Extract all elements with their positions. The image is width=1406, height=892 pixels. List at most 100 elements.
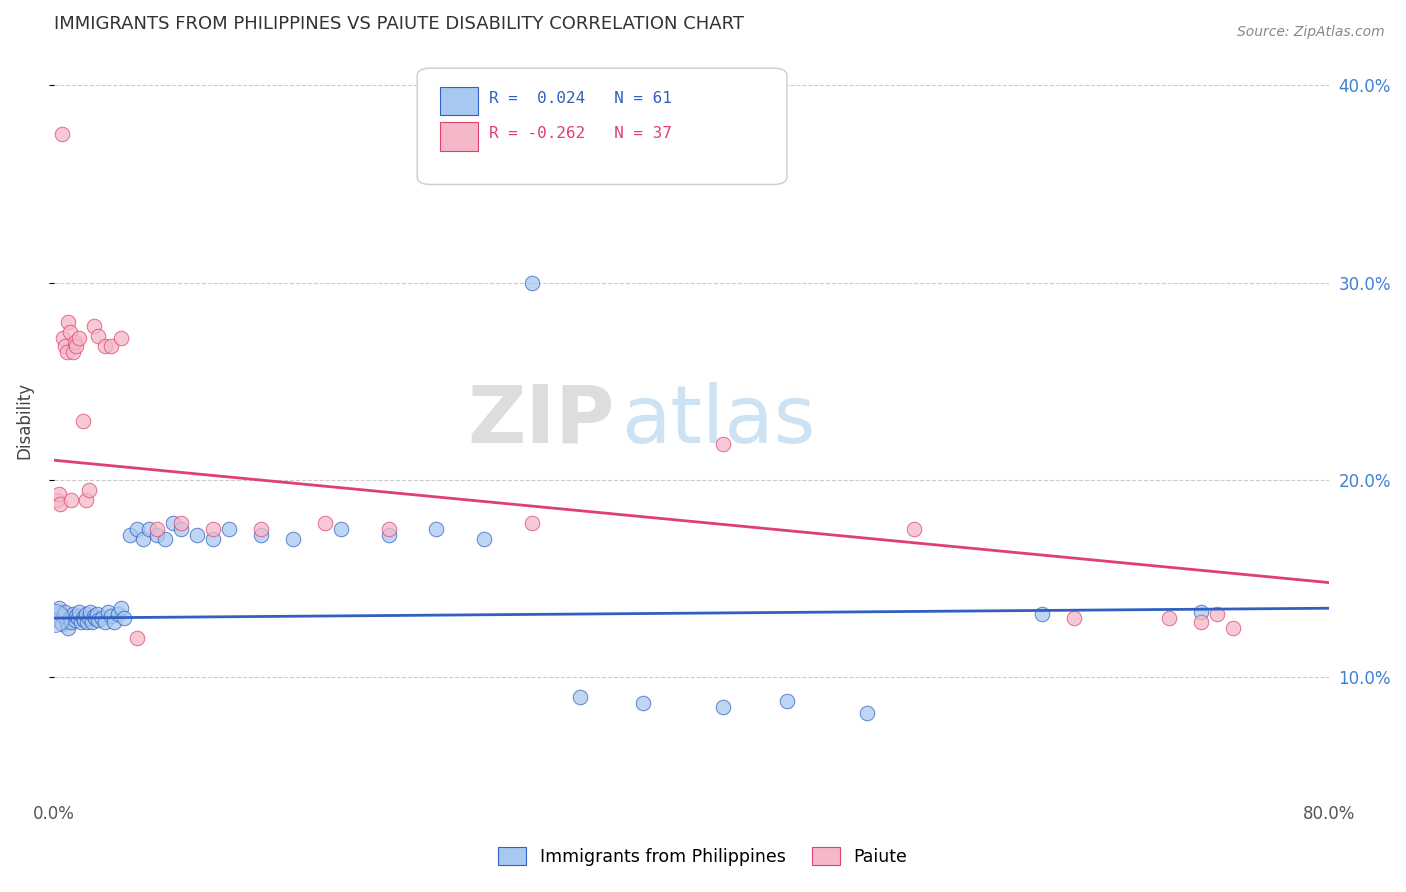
- Point: [125, 631, 148, 645]
- Text: R = -0.262   N = 37: R = -0.262 N = 37: [489, 126, 672, 141]
- Point: [86, 607, 108, 622]
- Point: [138, 522, 160, 536]
- Point: [51, 617, 73, 632]
- Point: [94, 339, 117, 353]
- Point: [218, 522, 240, 536]
- Point: [120, 528, 142, 542]
- Point: [56, 621, 79, 635]
- Point: [132, 532, 155, 546]
- Point: [100, 339, 122, 353]
- Point: [75, 492, 97, 507]
- Point: [903, 522, 925, 536]
- Point: [52, 609, 75, 624]
- Point: [56, 315, 79, 329]
- Point: [250, 522, 273, 536]
- Point: [1189, 605, 1212, 619]
- Point: [329, 522, 352, 536]
- Point: [67, 605, 90, 619]
- Point: [170, 516, 193, 531]
- Point: [46, 492, 69, 507]
- Point: [568, 690, 591, 704]
- Point: [155, 532, 177, 546]
- Point: [62, 607, 84, 622]
- Point: [63, 334, 86, 349]
- Point: [202, 532, 225, 546]
- Point: [70, 615, 93, 629]
- Point: [63, 613, 86, 627]
- Point: [65, 609, 87, 624]
- Point: [77, 483, 100, 497]
- Point: [146, 528, 169, 542]
- Point: [53, 339, 76, 353]
- Point: [146, 522, 169, 536]
- Point: [314, 516, 336, 531]
- Point: [377, 528, 399, 542]
- Point: [49, 497, 72, 511]
- Point: [100, 609, 122, 624]
- Point: [49, 615, 72, 629]
- Text: ZIP: ZIP: [468, 382, 614, 459]
- Point: [72, 611, 94, 625]
- Point: [60, 615, 83, 629]
- Point: [55, 615, 77, 629]
- Point: [59, 325, 82, 339]
- Legend: Immigrants from Philippines, Paiute: Immigrants from Philippines, Paiute: [489, 838, 917, 874]
- Point: [67, 331, 90, 345]
- Point: [202, 522, 225, 536]
- Point: [46, 607, 69, 622]
- Point: [90, 611, 112, 625]
- Point: [1063, 611, 1085, 625]
- Point: [711, 700, 734, 714]
- Point: [94, 615, 117, 629]
- Point: [711, 437, 734, 451]
- Point: [633, 696, 655, 710]
- Point: [52, 331, 75, 345]
- Point: [87, 328, 110, 343]
- Point: [59, 611, 82, 625]
- Point: [103, 615, 125, 629]
- Point: [1206, 607, 1229, 622]
- Point: [250, 528, 273, 542]
- Point: [48, 487, 70, 501]
- Point: [75, 607, 97, 622]
- Point: [170, 522, 193, 536]
- Point: [66, 611, 89, 625]
- Point: [83, 318, 105, 333]
- Point: [80, 615, 103, 629]
- FancyBboxPatch shape: [440, 122, 478, 151]
- FancyBboxPatch shape: [418, 68, 787, 185]
- Point: [186, 528, 208, 542]
- Point: [377, 522, 399, 536]
- Point: [87, 613, 110, 627]
- Point: [97, 605, 120, 619]
- Point: [53, 605, 76, 619]
- Point: [520, 276, 543, 290]
- Text: IMMIGRANTS FROM PHILIPPINES VS PAIUTE DISABILITY CORRELATION CHART: IMMIGRANTS FROM PHILIPPINES VS PAIUTE DI…: [53, 15, 744, 33]
- Point: [76, 615, 98, 629]
- Point: [84, 611, 107, 625]
- Point: [520, 516, 543, 531]
- Point: [776, 694, 799, 708]
- Text: Source: ZipAtlas.com: Source: ZipAtlas.com: [1237, 25, 1385, 39]
- Point: [125, 522, 148, 536]
- Point: [77, 611, 100, 625]
- Point: [1189, 615, 1212, 629]
- Point: [472, 532, 495, 546]
- Point: [1031, 607, 1053, 622]
- Point: [48, 601, 70, 615]
- Point: [72, 414, 94, 428]
- Y-axis label: Disability: Disability: [15, 382, 32, 459]
- Point: [112, 611, 135, 625]
- Point: [110, 601, 132, 615]
- Point: [51, 128, 73, 142]
- Point: [855, 706, 877, 720]
- Text: atlas: atlas: [621, 382, 815, 459]
- Point: [65, 339, 87, 353]
- Point: [44, 611, 66, 625]
- Point: [62, 344, 84, 359]
- Point: [162, 516, 184, 531]
- Point: [107, 607, 129, 622]
- Point: [110, 331, 132, 345]
- FancyBboxPatch shape: [440, 87, 478, 115]
- Point: [73, 613, 96, 627]
